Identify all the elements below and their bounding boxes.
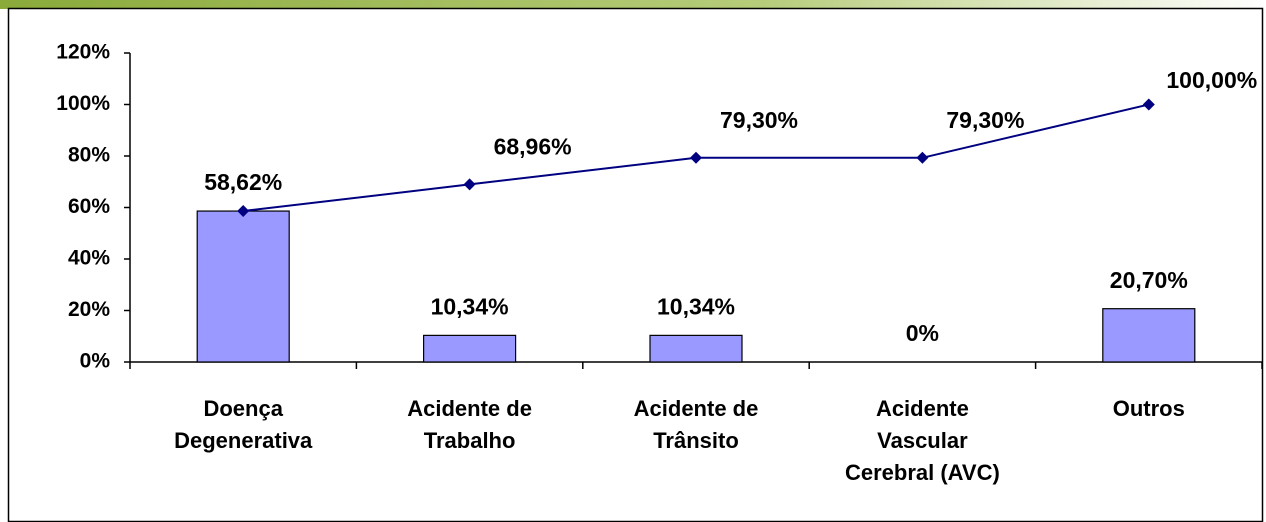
bar-label: 10,34%: [657, 293, 735, 319]
y-tick-label: 60%: [68, 195, 110, 218]
y-tick-label: 80%: [68, 144, 110, 167]
bar-label: 10,34%: [431, 293, 509, 319]
line-label: 68,96%: [494, 134, 572, 160]
y-tick-label: 100%: [56, 92, 110, 115]
line-marker: [690, 151, 702, 164]
x-tick-label: Acidente de Trânsito: [634, 396, 759, 453]
x-tick-label: Acidente Vascular Cerebral (AVC): [845, 396, 1000, 485]
line-marker: [1142, 98, 1155, 111]
x-tick-label: Doença Degenerativa: [174, 396, 313, 453]
x-tick-label: Outros: [1113, 396, 1185, 421]
bar: [1102, 308, 1196, 363]
slide-band: [0, 0, 1266, 9]
bar-label: 20,70%: [1110, 267, 1188, 293]
bar: [649, 334, 743, 363]
y-tick-label: 20%: [68, 298, 110, 321]
line-marker: [237, 205, 250, 218]
y-tick-label: 0%: [80, 350, 111, 373]
bar-label: 0%: [906, 320, 939, 346]
line-marker: [463, 178, 476, 191]
line-label: 79,30%: [720, 107, 798, 133]
line-label: 79,30%: [946, 107, 1024, 133]
y-tick-label: 40%: [68, 247, 110, 270]
bar: [423, 334, 517, 363]
x-tick-label: Acidente de Trabalho: [407, 396, 532, 453]
y-tick-label: 120%: [56, 41, 110, 64]
bar-label: 58,62%: [204, 169, 282, 195]
line-marker: [916, 151, 929, 164]
bar: [196, 210, 290, 363]
line-label: 100,00%: [1166, 67, 1257, 93]
